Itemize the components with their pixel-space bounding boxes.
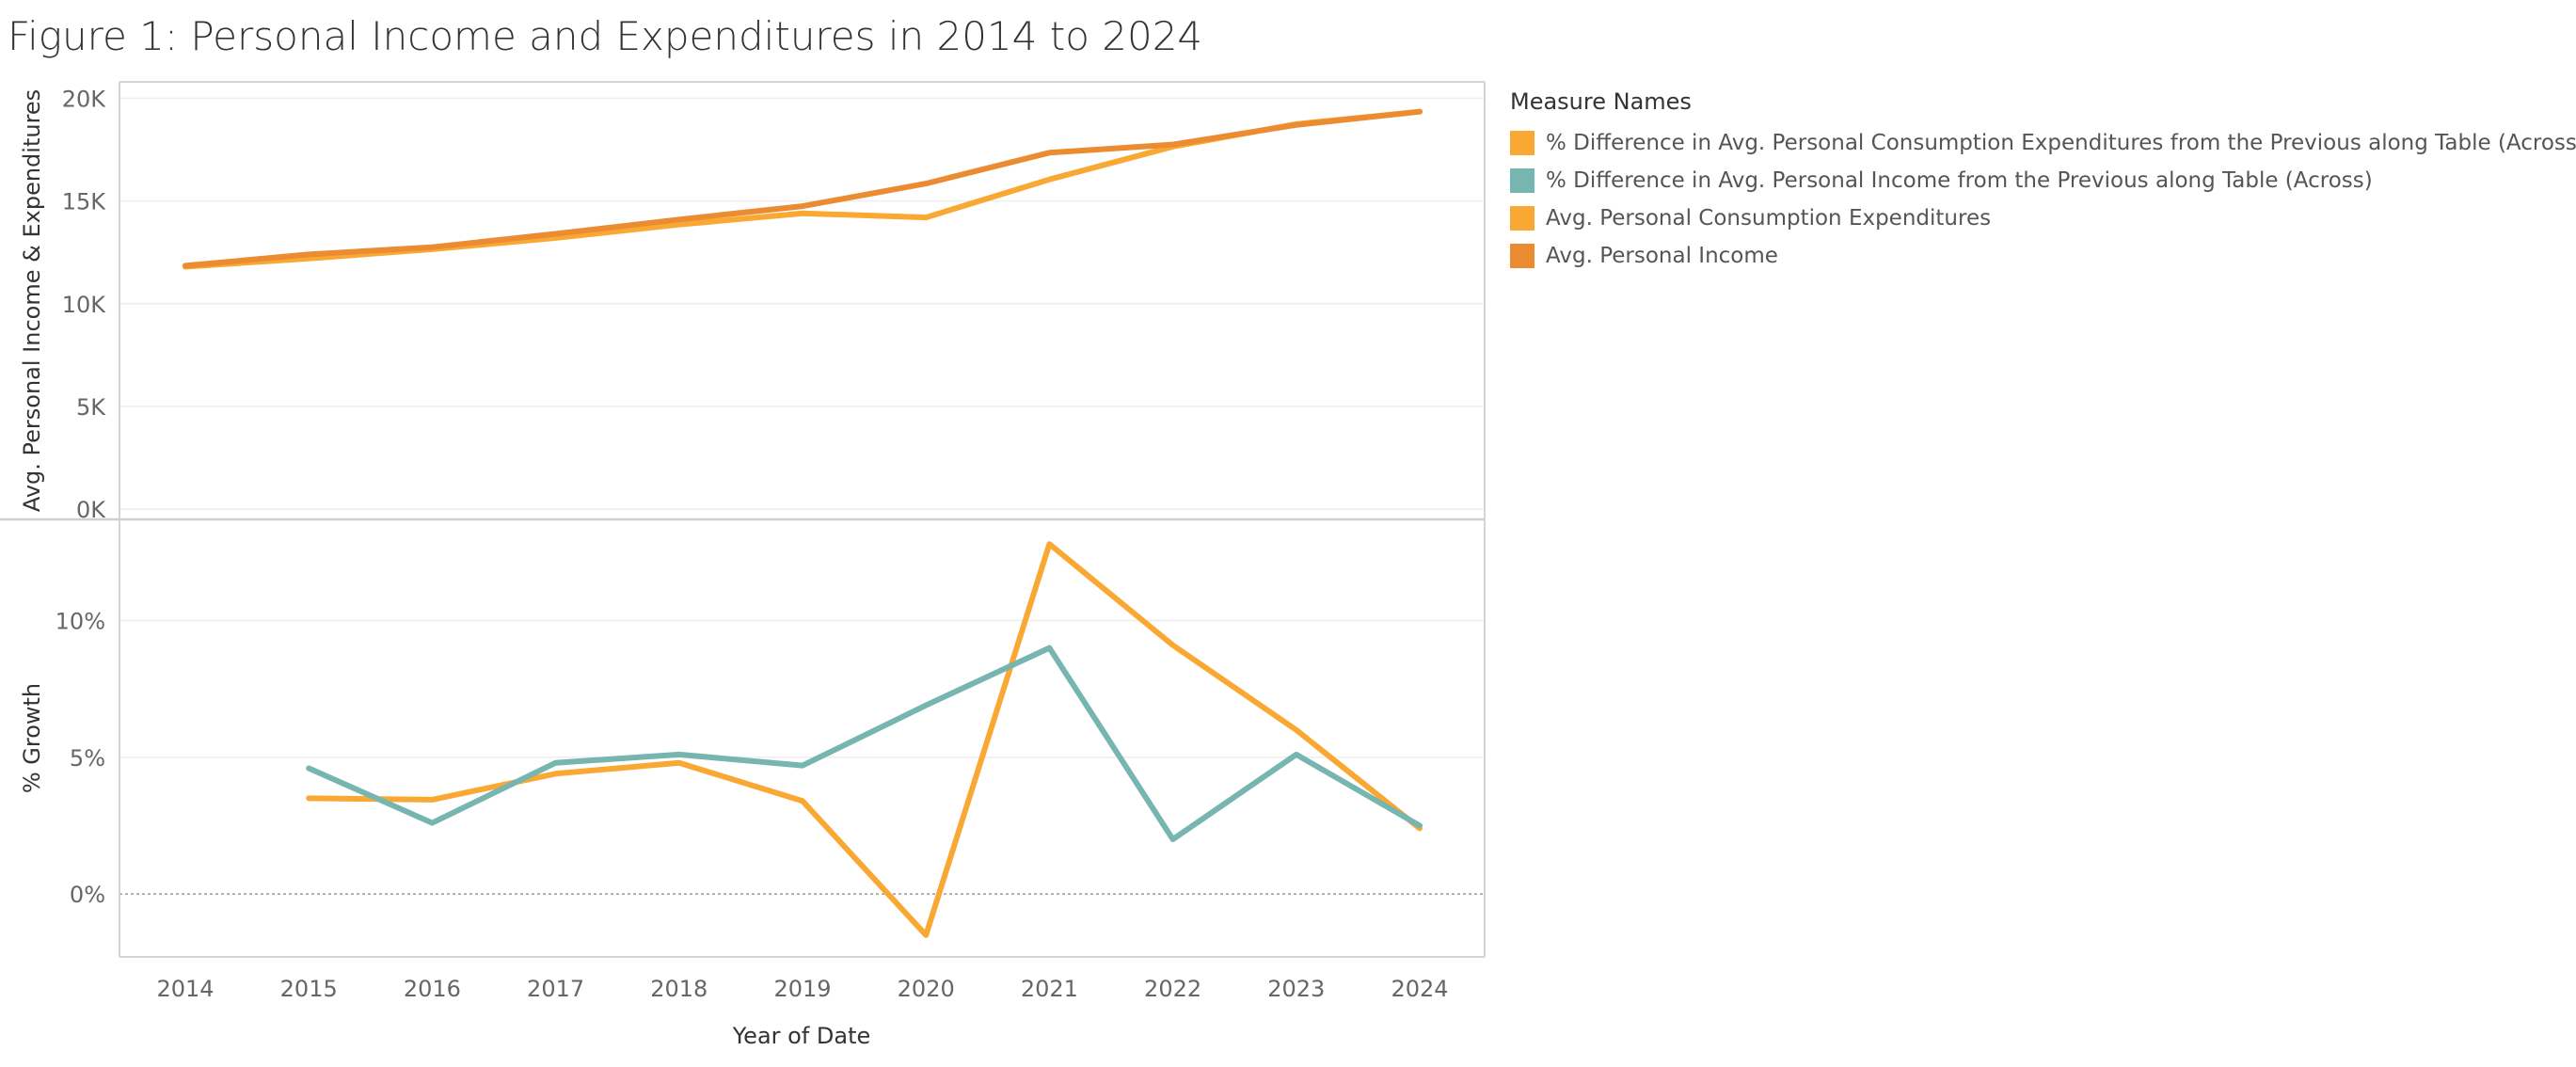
legend: Measure Names % Difference in Avg. Perso… <box>1510 88 2576 275</box>
x-tick-label: 2021 <box>1021 976 1078 1002</box>
x-tick-label: 2020 <box>898 976 955 1002</box>
series-line-p1-s0 <box>306 541 1423 938</box>
legend-label: Avg. Personal Consumption Expenditures <box>1546 206 1992 231</box>
chart-title: Figure 1: Personal Income and Expenditur… <box>8 13 1203 59</box>
y-axis-label: Avg. Personal Income & Expenditures <box>19 89 45 512</box>
y-tick-label: 0% <box>70 882 105 908</box>
x-tick-label: 2018 <box>650 976 708 1002</box>
x-tick-label: 2024 <box>1391 976 1448 1002</box>
legend-swatch <box>1510 131 1534 155</box>
series-line-p1-s1 <box>306 645 1423 842</box>
y-tick-label: 20K <box>62 86 107 112</box>
y-tick-label: 5% <box>70 745 105 772</box>
legend-item-consumption[interactable]: Avg. Personal Consumption Expenditures <box>1510 199 2576 237</box>
y-tick-label: 5K <box>76 394 106 421</box>
series-line-p0-s1 <box>183 108 1423 269</box>
x-tick-label: 2014 <box>156 976 214 1002</box>
legend-item-income[interactable]: Avg. Personal Income <box>1510 237 2576 275</box>
x-tick-label: 2022 <box>1144 976 1201 1002</box>
legend-item-consumption-pct[interactable]: % Difference in Avg. Personal Consumptio… <box>1510 124 2576 162</box>
y-tick-label: 10K <box>62 292 107 318</box>
x-tick-label: 2017 <box>527 976 584 1002</box>
legend-item-income-pct[interactable]: % Difference in Avg. Personal Income fro… <box>1510 162 2576 199</box>
y-tick-label: 15K <box>62 189 107 215</box>
y-axis-label: % Growth <box>19 683 45 793</box>
legend-label: Avg. Personal Income <box>1546 244 1778 268</box>
x-tick-label: 2016 <box>404 976 461 1002</box>
legend-swatch <box>1510 244 1534 268</box>
legend-swatch <box>1510 206 1534 231</box>
x-tick-label: 2019 <box>773 976 831 1002</box>
legend-swatch <box>1510 168 1534 193</box>
legend-label: % Difference in Avg. Personal Income fro… <box>1546 168 2373 193</box>
x-tick-label: 2023 <box>1267 976 1325 1002</box>
y-tick-label: 10% <box>56 609 105 635</box>
x-axis-label: Year of Date <box>732 1023 871 1049</box>
legend-label: % Difference in Avg. Personal Consumptio… <box>1546 131 2576 155</box>
x-tick-label: 2015 <box>280 976 338 1002</box>
legend-title: Measure Names <box>1510 88 1692 115</box>
